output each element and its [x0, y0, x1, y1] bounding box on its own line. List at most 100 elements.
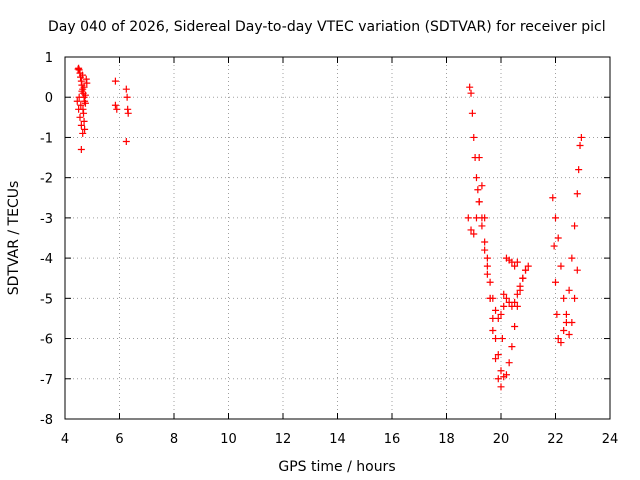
data-point	[511, 298, 519, 306]
data-point	[483, 270, 491, 278]
chart-title: Day 040 of 2026, Sidereal Day-to-day VTE…	[48, 19, 606, 35]
data-point	[508, 343, 516, 351]
x-tick-label: 24	[602, 432, 619, 447]
data-point	[475, 198, 483, 206]
data-point	[505, 359, 513, 367]
data-point	[77, 146, 85, 154]
x-axis-label: GPS time / hours	[278, 459, 395, 475]
data-point	[549, 194, 557, 202]
series-isolated-6h	[111, 77, 132, 145]
data-point	[81, 125, 89, 133]
data-point	[111, 101, 119, 109]
data-point	[75, 93, 83, 101]
data-point	[494, 375, 502, 383]
data-point	[550, 242, 558, 250]
data-point	[508, 302, 516, 310]
data-point	[81, 99, 89, 107]
data-point	[494, 351, 502, 359]
data-point	[500, 302, 508, 310]
data-point	[568, 254, 576, 262]
y-tick-label: -8	[40, 413, 53, 428]
data-point	[565, 286, 573, 294]
data-point	[573, 266, 581, 274]
data-point	[560, 327, 568, 335]
data-point	[554, 234, 562, 242]
data-point	[81, 91, 89, 99]
data-point	[498, 335, 506, 343]
series-morning-cluster	[73, 64, 91, 154]
data-point	[76, 113, 84, 121]
data-point	[524, 262, 532, 270]
x-tick-label: 6	[115, 432, 123, 447]
data-point	[502, 371, 510, 379]
data-point	[470, 230, 478, 238]
y-tick-label: -7	[40, 373, 53, 388]
x-tick-label: 16	[384, 432, 401, 447]
data-point	[468, 109, 476, 117]
data-point	[474, 186, 482, 194]
grid	[65, 57, 610, 419]
y-tick-label: -4	[40, 252, 53, 267]
data-point	[467, 89, 475, 97]
data-point	[486, 294, 494, 302]
data-point	[553, 310, 561, 318]
data-point	[481, 238, 489, 246]
data-point	[497, 310, 505, 318]
data-point	[560, 294, 568, 302]
y-tick-label: 1	[45, 51, 53, 66]
data-point	[565, 331, 573, 339]
data-point	[492, 335, 500, 343]
y-axis-label: SDTVAR / TECUs	[6, 181, 22, 296]
y-axis: 1 0 -1 -2 -3 -4 -5 -6 -7 -8	[40, 51, 610, 428]
data-point	[497, 383, 505, 391]
data-point	[122, 137, 130, 145]
data-point	[557, 339, 565, 347]
data-point	[511, 262, 519, 270]
data-point	[80, 83, 88, 91]
x-tick-label: 8	[170, 432, 178, 447]
data-point	[573, 190, 581, 198]
x-tick-label: 12	[275, 432, 292, 447]
data-point	[519, 274, 527, 282]
data-point	[467, 226, 475, 234]
data-point	[111, 77, 119, 85]
data-point	[470, 133, 478, 141]
data-point	[494, 314, 502, 322]
data-point	[79, 129, 87, 137]
data-point	[522, 266, 530, 274]
data-point	[489, 327, 497, 335]
x-tick-label: 18	[438, 432, 455, 447]
y-tick-label: -3	[40, 212, 53, 227]
data-point	[577, 133, 585, 141]
data-point	[77, 121, 85, 129]
data-point	[571, 222, 579, 230]
data-point	[113, 105, 121, 113]
data-point	[124, 109, 132, 117]
data-point	[475, 154, 483, 162]
data-point	[78, 71, 86, 79]
data-point	[568, 318, 576, 326]
data-point	[497, 367, 505, 375]
data-point	[554, 335, 562, 343]
data-point	[123, 93, 131, 101]
data-point	[75, 66, 83, 74]
data-point	[78, 87, 86, 95]
x-tick-label: 14	[329, 432, 346, 447]
data-point	[516, 282, 524, 290]
x-tick-label: 20	[493, 432, 510, 447]
data-point	[552, 278, 559, 286]
data-point	[492, 355, 500, 363]
data-point	[73, 97, 81, 105]
data-point	[79, 105, 87, 113]
y-tick-label: -1	[40, 131, 53, 146]
data-point	[513, 258, 521, 266]
y-tick-label: 0	[45, 91, 53, 106]
data-point	[552, 214, 559, 222]
data-point	[571, 294, 579, 302]
series-arc-evening	[549, 133, 585, 347]
series-arc-lower	[475, 154, 521, 391]
data-point	[481, 214, 489, 222]
x-tick-label: 10	[220, 432, 237, 447]
data-point	[80, 117, 88, 125]
